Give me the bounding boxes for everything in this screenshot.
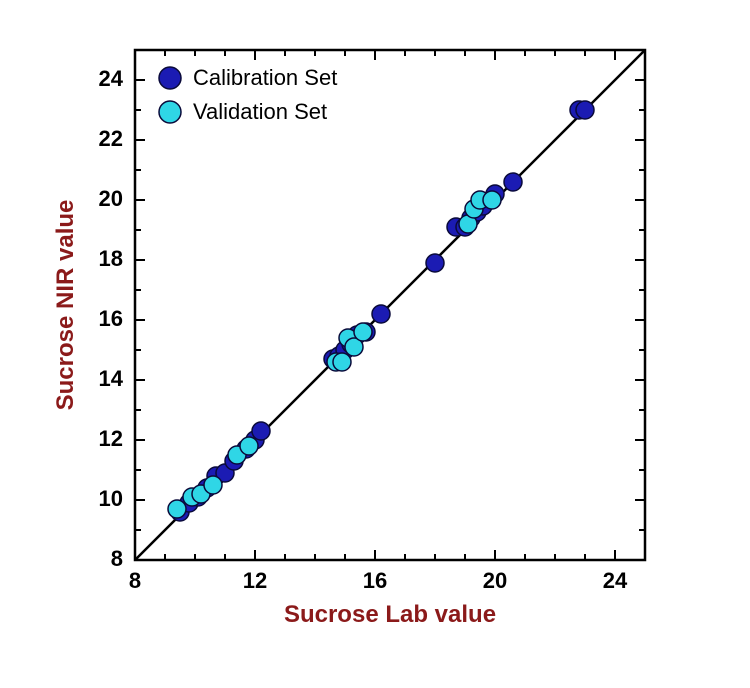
legend-label: Validation Set [193,99,327,124]
x-tick-label: 12 [243,568,267,593]
data-point [240,437,258,455]
data-point [252,422,270,440]
data-point [168,500,186,518]
scatter-chart-svg: 8 12 16 20 24 8 10 12 14 16 18 20 22 24 Sucrose Lab va… [0,0,750,688]
y-tick-label: 16 [99,306,123,331]
data-point [333,353,351,371]
x-axis-title: Sucrose Lab value [284,601,496,628]
data-point [354,323,372,341]
y-tick-label: 12 [99,426,123,451]
legend-label: Calibration Set [193,65,337,90]
x-tick-label: 8 [129,568,141,593]
y-tick-label: 22 [99,126,123,151]
y-axis-title: Sucrose NIR value [52,200,79,411]
y-tick-label: 8 [111,546,123,571]
y-tick-label: 14 [99,366,124,391]
data-point [483,191,501,209]
data-point [576,101,594,119]
x-tick-label: 16 [363,568,387,593]
legend-marker [159,101,181,123]
data-point [426,254,444,272]
y-tick-label: 20 [99,186,123,211]
scatter-chart-container: 8 12 16 20 24 8 10 12 14 16 18 20 22 24 Sucrose Lab va… [0,0,750,688]
x-tick-label: 20 [483,568,507,593]
legend-marker [159,67,181,89]
data-point [504,173,522,191]
data-point [204,476,222,494]
x-tick-label: 24 [603,568,628,593]
data-point [372,305,390,323]
y-tick-label: 18 [99,246,123,271]
y-tick-label: 10 [99,486,123,511]
y-tick-label: 24 [99,66,124,91]
